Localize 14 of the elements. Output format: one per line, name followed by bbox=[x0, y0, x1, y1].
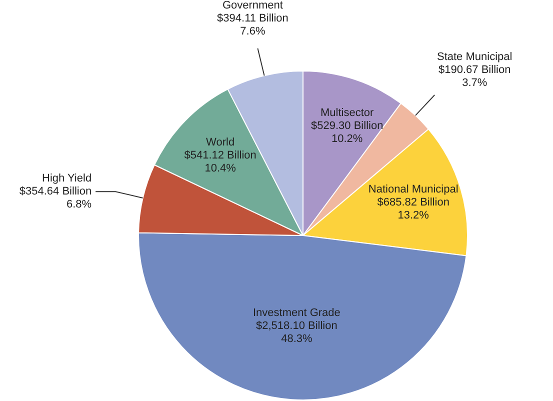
slice-label: National Municipal bbox=[368, 184, 458, 196]
data-label: $2,518.10 Billion 48.3% bbox=[256, 320, 338, 345]
slice-label: Government bbox=[222, 0, 283, 12]
data-label: $529.30 Billion 10.2% bbox=[311, 120, 384, 146]
slice-label: Multisector bbox=[320, 107, 374, 120]
data-label: $354.64 Billion 6.8% bbox=[19, 186, 92, 211]
data-label: $394.11 Billion 7.6% bbox=[217, 12, 288, 38]
slice-label: Investment Grade bbox=[252, 306, 340, 319]
data-label: $541.12 Billion 10.4% bbox=[184, 149, 256, 174]
data-label: $190.67 Billion 3.7% bbox=[438, 64, 511, 90]
slice-label: High Yield bbox=[42, 172, 92, 185]
slice-label: World bbox=[206, 136, 235, 148]
data-label: $685.82 Billion 13.2% bbox=[377, 196, 450, 222]
slice-label: State Municipal bbox=[436, 51, 512, 64]
